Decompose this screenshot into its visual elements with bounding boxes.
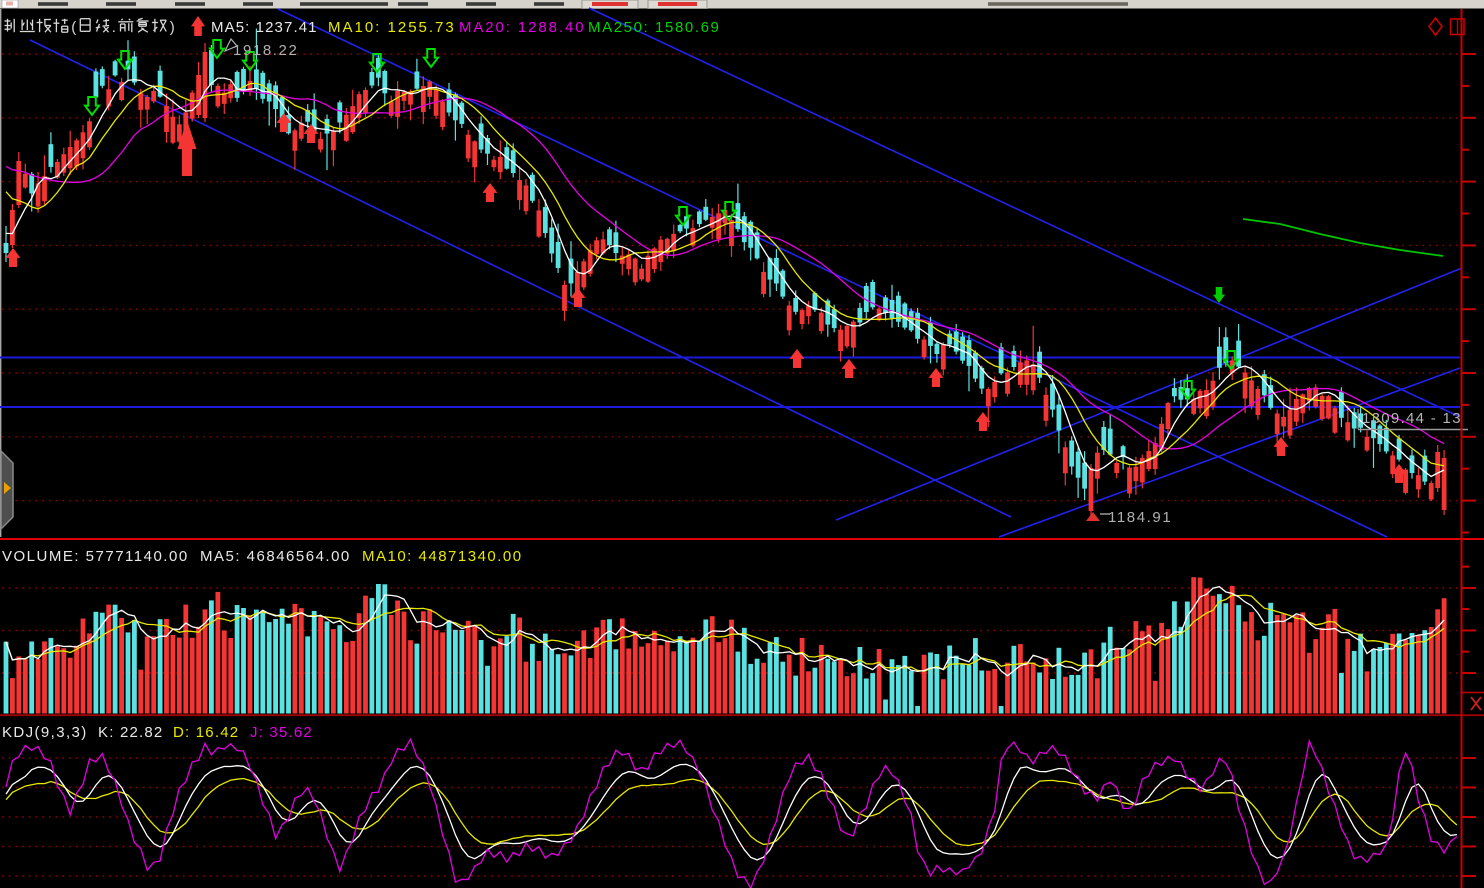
svg-text:KDJ(9,3,3): KDJ(9,3,3) (2, 724, 88, 741)
svg-text:.: . (112, 19, 116, 36)
svg-text:MA20: 1288.40: MA20: 1288.40 (459, 19, 585, 36)
svg-text:): ) (170, 19, 175, 36)
svg-text:1309.44 - 13: 1309.44 - 13 (1362, 410, 1462, 427)
svg-text:MA250: 1580.69: MA250: 1580.69 (588, 19, 720, 36)
svg-text:MA5: 46846564.00: MA5: 46846564.00 (200, 548, 351, 565)
svg-text:K: 22.82: K: 22.82 (98, 724, 163, 741)
svg-text:MA5: 1237.41: MA5: 1237.41 (211, 19, 318, 36)
svg-text:MA10: 44871340.00: MA10: 44871340.00 (362, 548, 523, 565)
svg-text:1184.91: 1184.91 (1108, 509, 1172, 526)
svg-text:J: 35.62: J: 35.62 (250, 724, 313, 741)
svg-text:(: ( (71, 19, 76, 36)
svg-text:VOLUME: 57771140.00: VOLUME: 57771140.00 (2, 548, 189, 565)
svg-text:MA10: 1255.73: MA10: 1255.73 (328, 19, 456, 36)
svg-text:D: 16.42: D: 16.42 (173, 724, 239, 741)
svg-text:1918.22: 1918.22 (233, 42, 298, 59)
